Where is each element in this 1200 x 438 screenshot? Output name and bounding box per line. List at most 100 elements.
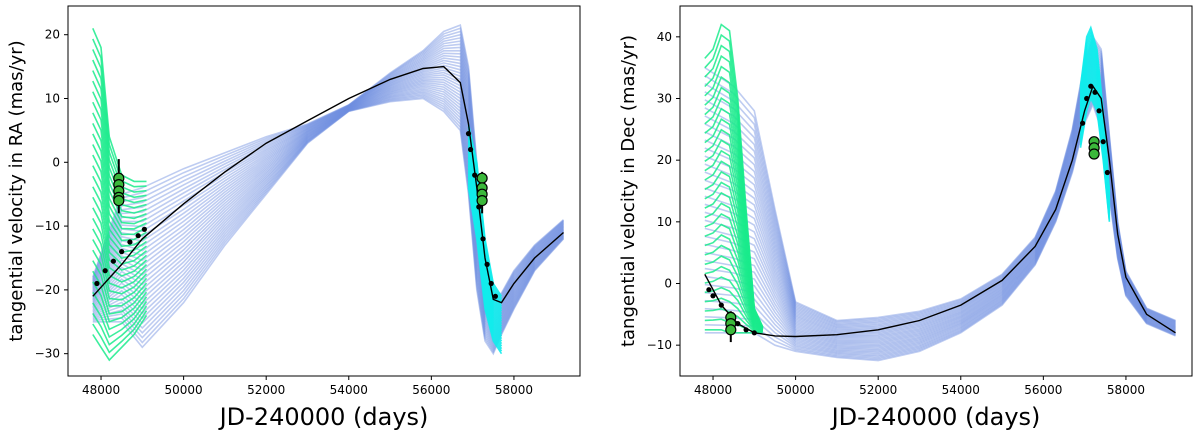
x-tick-label: 50000 — [165, 383, 203, 397]
x-axis-label: JD-240000 (days) — [830, 403, 1041, 431]
orbit-curve — [92, 165, 147, 254]
x-axis-label: JD-240000 (days) — [218, 403, 429, 431]
orbit-curve — [704, 88, 1176, 353]
orbit-curve — [704, 39, 1176, 324]
data-point — [1100, 139, 1106, 145]
orbit-curve — [704, 77, 1176, 346]
orbit-fan-1 — [704, 35, 1176, 362]
x-tick-label: 56000 — [1024, 383, 1062, 397]
x-tick-label: 54000 — [942, 383, 980, 397]
orbit-curve — [92, 49, 147, 193]
orbit-curve — [92, 38, 147, 188]
data-point — [735, 321, 741, 327]
data-point — [1096, 108, 1102, 114]
orbit-curve — [704, 37, 1176, 323]
data-point — [1104, 169, 1110, 176]
y-axis-label: tangential velocity in Dec (mas/yr) — [618, 35, 639, 347]
orbit-curve — [92, 133, 147, 236]
data-point — [1088, 83, 1094, 89]
data-point — [135, 233, 141, 239]
orbit-curve — [704, 102, 1176, 362]
orbit-curve — [704, 75, 1176, 345]
data-point — [127, 239, 133, 245]
orbit-curve — [92, 196, 148, 271]
y-tick-label: 10 — [657, 215, 672, 229]
data-point — [1084, 95, 1090, 102]
x-tick-label: 50000 — [777, 383, 815, 397]
ra-velocity-chart: 48000 50000 52000 54000 56000 58000 −30 −20 −10 0… — [6, 5, 581, 431]
data-point — [488, 280, 494, 287]
y-tick-label: 20 — [657, 153, 672, 167]
data-point — [119, 249, 125, 255]
orbit-curve — [704, 94, 1176, 357]
y-tick-label: 40 — [657, 30, 672, 44]
orbit-curve — [92, 260, 148, 308]
orbit-curve — [92, 112, 147, 225]
orbit-curve — [92, 305, 148, 346]
orbit-curve — [92, 27, 147, 183]
plot-content — [704, 23, 1176, 362]
orbit-curve — [704, 41, 1176, 325]
data-point — [718, 302, 724, 308]
x-tick-label: 52000 — [247, 383, 285, 397]
orbit-curve — [704, 79, 1176, 348]
data-point — [468, 146, 474, 153]
data-point — [480, 236, 486, 242]
orbit-curve — [92, 40, 565, 307]
data-point — [743, 327, 749, 333]
orbit-curve — [704, 69, 1176, 341]
orbit-curve — [92, 314, 148, 362]
x-tick-label: 58000 — [495, 383, 533, 397]
y-tick-label: −10 — [647, 338, 672, 352]
orbit-curve — [92, 291, 148, 331]
data-point — [102, 268, 108, 274]
y-tick-label: −30 — [35, 347, 60, 361]
y-tick-label: 20 — [45, 28, 60, 42]
orbit-curve — [92, 301, 148, 339]
y-tick-label: −10 — [35, 219, 60, 233]
dec-velocity-chart: 48000 50000 52000 54000 56000 58000 −10 0 10 20 30… — [618, 5, 1193, 431]
observation-marker — [113, 195, 125, 207]
orbit-curve — [704, 100, 1176, 361]
orbit-curve — [92, 218, 148, 283]
orbit-curve — [704, 86, 1176, 351]
orbit-curve — [704, 35, 1176, 322]
data-point — [751, 330, 757, 336]
orbit-curve — [92, 310, 148, 354]
orbit-curve — [704, 71, 1176, 342]
x-tick-label: 52000 — [859, 383, 897, 397]
orbit-curve — [704, 81, 1176, 349]
best-fit-line — [704, 84, 1176, 338]
data-point — [472, 172, 478, 178]
y-tick-label: 0 — [52, 155, 60, 169]
orbit-curve — [92, 36, 565, 305]
orbit-curve — [92, 175, 147, 260]
data-point — [706, 287, 712, 293]
orbit-curve — [92, 186, 147, 265]
data-point — [110, 258, 116, 264]
orbit-curve — [704, 90, 1176, 354]
observation-marker — [476, 172, 488, 184]
orbit-curve — [92, 30, 565, 301]
x-tick-label: 56000 — [412, 383, 450, 397]
data-point — [710, 293, 716, 299]
data-point — [1092, 89, 1098, 95]
y-tick-label: 10 — [45, 92, 60, 106]
orbit-curve — [704, 96, 1176, 358]
orbit-curve — [704, 84, 1176, 350]
data-point — [1080, 120, 1086, 126]
observation-marker — [476, 195, 488, 207]
x-tick-label: 58000 — [1107, 383, 1145, 397]
orbit-curve — [704, 47, 1176, 329]
orbit-curve — [704, 73, 1176, 344]
orbit-curve — [704, 98, 1176, 359]
orbit-curve — [92, 144, 147, 242]
orbit-curve — [704, 43, 1176, 326]
plot-content — [92, 24, 565, 362]
y-tick-label: 0 — [664, 277, 672, 291]
y-axis-label: tangential velocity in RA (mas/yr) — [6, 40, 27, 341]
y-tick-label: −20 — [35, 283, 60, 297]
orbit-fan-2 — [92, 27, 148, 362]
orbit-curve — [704, 45, 1176, 327]
x-tick-label: 48000 — [694, 383, 732, 397]
